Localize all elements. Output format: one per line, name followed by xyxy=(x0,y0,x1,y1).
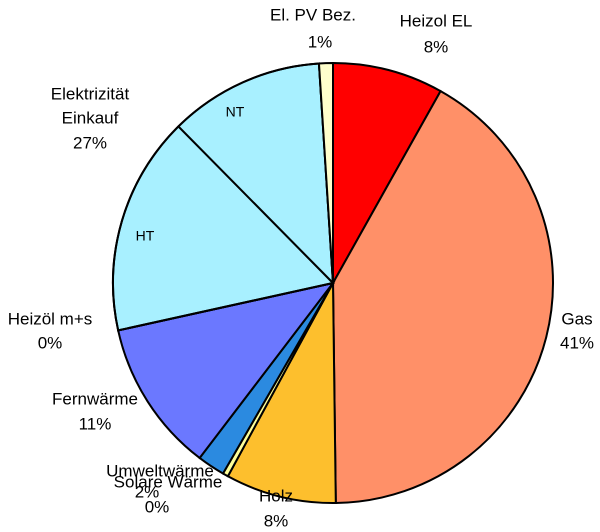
part-label: HT xyxy=(136,228,155,244)
slice-value-label: 0% xyxy=(145,497,170,516)
slice-label: Heizol EL xyxy=(400,11,473,30)
pie-slice xyxy=(317,61,334,284)
pie-slice xyxy=(112,62,335,332)
slice-value-label: 0% xyxy=(38,333,63,352)
slice-value-label: 27% xyxy=(73,133,107,152)
slice-label: Gas xyxy=(561,309,592,328)
slice-value-label: 8% xyxy=(424,37,449,56)
slice-label: Heizöl m+s xyxy=(8,309,93,328)
part-label: NT xyxy=(226,104,245,120)
slice-label: Einkauf xyxy=(62,108,119,127)
pie-slice xyxy=(226,279,337,504)
slice-label: El. PV Bez. xyxy=(270,5,356,24)
slice-value-label: 1% xyxy=(308,32,333,51)
pie-slice xyxy=(116,281,336,460)
slice-label: Elektrizität xyxy=(51,84,130,103)
pie-slice xyxy=(332,61,442,287)
slice-label: Solare Wärme xyxy=(114,472,223,491)
slice-value-label: 41% xyxy=(560,333,594,352)
slice-value-label: 2% xyxy=(135,482,160,501)
slice-value-label: 11% xyxy=(79,414,112,433)
slice-label: Umweltwärme xyxy=(106,461,214,480)
pie-slice xyxy=(331,89,554,504)
slice-label: Holz xyxy=(259,486,293,505)
slice-value-label: 8% xyxy=(264,511,289,530)
slice-label: Fernwärme xyxy=(52,389,138,408)
